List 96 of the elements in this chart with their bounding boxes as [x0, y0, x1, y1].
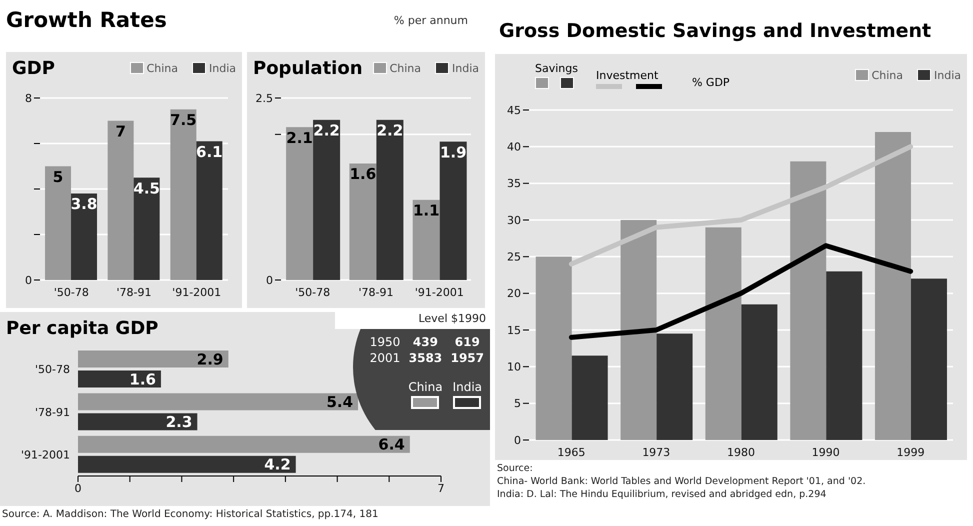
text: China- World Bank: World Tables and World Development Report '01, and '02. — [497, 475, 866, 488]
bar — [790, 161, 826, 440]
bar — [78, 393, 358, 410]
data-label: 7 — [115, 122, 126, 140]
data-label: 4.5 — [133, 179, 160, 198]
y-tick-label: 30 — [507, 214, 521, 227]
data-label: 4.2 — [264, 456, 291, 474]
bar — [376, 120, 404, 280]
data-label: 2.1 — [286, 128, 313, 147]
bar — [78, 456, 296, 473]
bar — [78, 436, 410, 453]
bar — [412, 200, 440, 280]
y-tick-label: 25 — [507, 250, 521, 264]
x-tick-label: '91-2001 — [414, 286, 464, 299]
bar — [78, 370, 161, 388]
data-label: 6.1 — [196, 142, 223, 161]
y-tick-label: 5 — [514, 397, 521, 410]
y-tick-label: 2.5 — [256, 92, 273, 105]
data-label: 619 — [446, 334, 488, 350]
bar — [134, 178, 160, 280]
bar — [71, 194, 98, 280]
y-tick-label: 40 — [507, 140, 521, 154]
y-tick-label: 2001 — [368, 350, 402, 366]
y-tick-label: 35 — [507, 177, 521, 190]
x-tick-label: 1990 — [812, 446, 840, 459]
bar — [78, 413, 198, 430]
legend-label: India — [451, 62, 479, 74]
y-tick-label: '50-78 — [35, 363, 70, 376]
bar — [108, 120, 134, 280]
y-tick-label: 15 — [507, 324, 521, 337]
text: Investment — [596, 68, 660, 82]
y-tick-label: 0 — [25, 274, 32, 287]
bar — [286, 127, 314, 280]
bar — [572, 356, 608, 440]
data-label: 439 — [404, 334, 447, 350]
source-note: Source: A. Maddison: The World Economy: Historical Statistics, pp.174, 181 — [2, 508, 378, 521]
bar — [741, 304, 778, 440]
data-label: 1.6 — [129, 370, 156, 388]
legend-label: India — [208, 62, 236, 74]
bar — [910, 278, 947, 440]
y-tick-label: '78-91 — [35, 406, 70, 419]
bar — [536, 256, 572, 440]
bar — [349, 164, 376, 280]
x-tick-label: 1973 — [642, 446, 670, 459]
legend-label: China — [388, 62, 421, 74]
bar — [45, 166, 72, 280]
data-label: 3583 — [404, 350, 447, 366]
bar — [826, 271, 862, 440]
bar — [620, 220, 657, 440]
bar — [196, 141, 222, 280]
chart-title: Per capita GDP — [6, 318, 158, 338]
data-label: 3.8 — [70, 195, 98, 214]
data-label: 1.9 — [440, 143, 467, 162]
x-tick-label: 1999 — [896, 446, 925, 459]
data-label: 1.1 — [412, 202, 440, 220]
data-label: 2.9 — [196, 350, 224, 368]
data-label: 1.6 — [350, 165, 376, 184]
y-tick-label: 0 — [514, 434, 521, 447]
text: % per annum — [394, 14, 468, 27]
bar — [874, 132, 911, 440]
y-tick-label: 10 — [507, 360, 521, 374]
y-tick-label: 20 — [507, 287, 521, 300]
chart-title: Level $1990 — [418, 312, 486, 325]
data-label: 1957 — [446, 350, 488, 366]
y-axis-title: % GDP — [692, 76, 730, 88]
chart-title: Gross Domestic Savings and Investment — [499, 20, 932, 42]
text: Growth Rates — [6, 8, 167, 32]
data-label: 6.4 — [378, 436, 405, 454]
x-tick-label: '91-2001 — [172, 286, 222, 299]
text: India: D. Lal: The Hindu Equilibrium, revised and abridged edn, p.294 — [497, 488, 828, 501]
bar — [313, 120, 340, 280]
bar — [170, 109, 196, 280]
x-tick-label: '50-78 — [54, 286, 89, 299]
legend-label: India — [933, 68, 961, 82]
y-tick-label: 1950 — [368, 334, 402, 350]
x-tick-label: '78-91 — [116, 286, 152, 299]
legend-label: China — [146, 62, 178, 74]
x-tick-label: 1965 — [557, 446, 586, 459]
text: Savings — [535, 62, 578, 74]
bar — [656, 334, 693, 440]
y-tick-label: 45 — [507, 104, 521, 117]
y-tick-label: 8 — [25, 92, 32, 105]
bar — [78, 350, 228, 368]
source-note: Source: — [497, 462, 534, 475]
bar — [440, 142, 467, 280]
bar — [705, 227, 742, 440]
legend-label: China — [870, 68, 903, 82]
data-label: 5.4 — [326, 393, 354, 412]
x-tick-label: 1980 — [727, 446, 755, 459]
data-label: 2.3 — [166, 413, 192, 432]
data-label: 2.2 — [313, 121, 340, 140]
data-label: 7.5 — [170, 111, 197, 130]
data-label: 2.2 — [376, 121, 404, 140]
x-tick-label: '50-78 — [295, 286, 330, 299]
chart-title: GDP — [12, 58, 55, 78]
chart-title: Population — [253, 58, 363, 78]
